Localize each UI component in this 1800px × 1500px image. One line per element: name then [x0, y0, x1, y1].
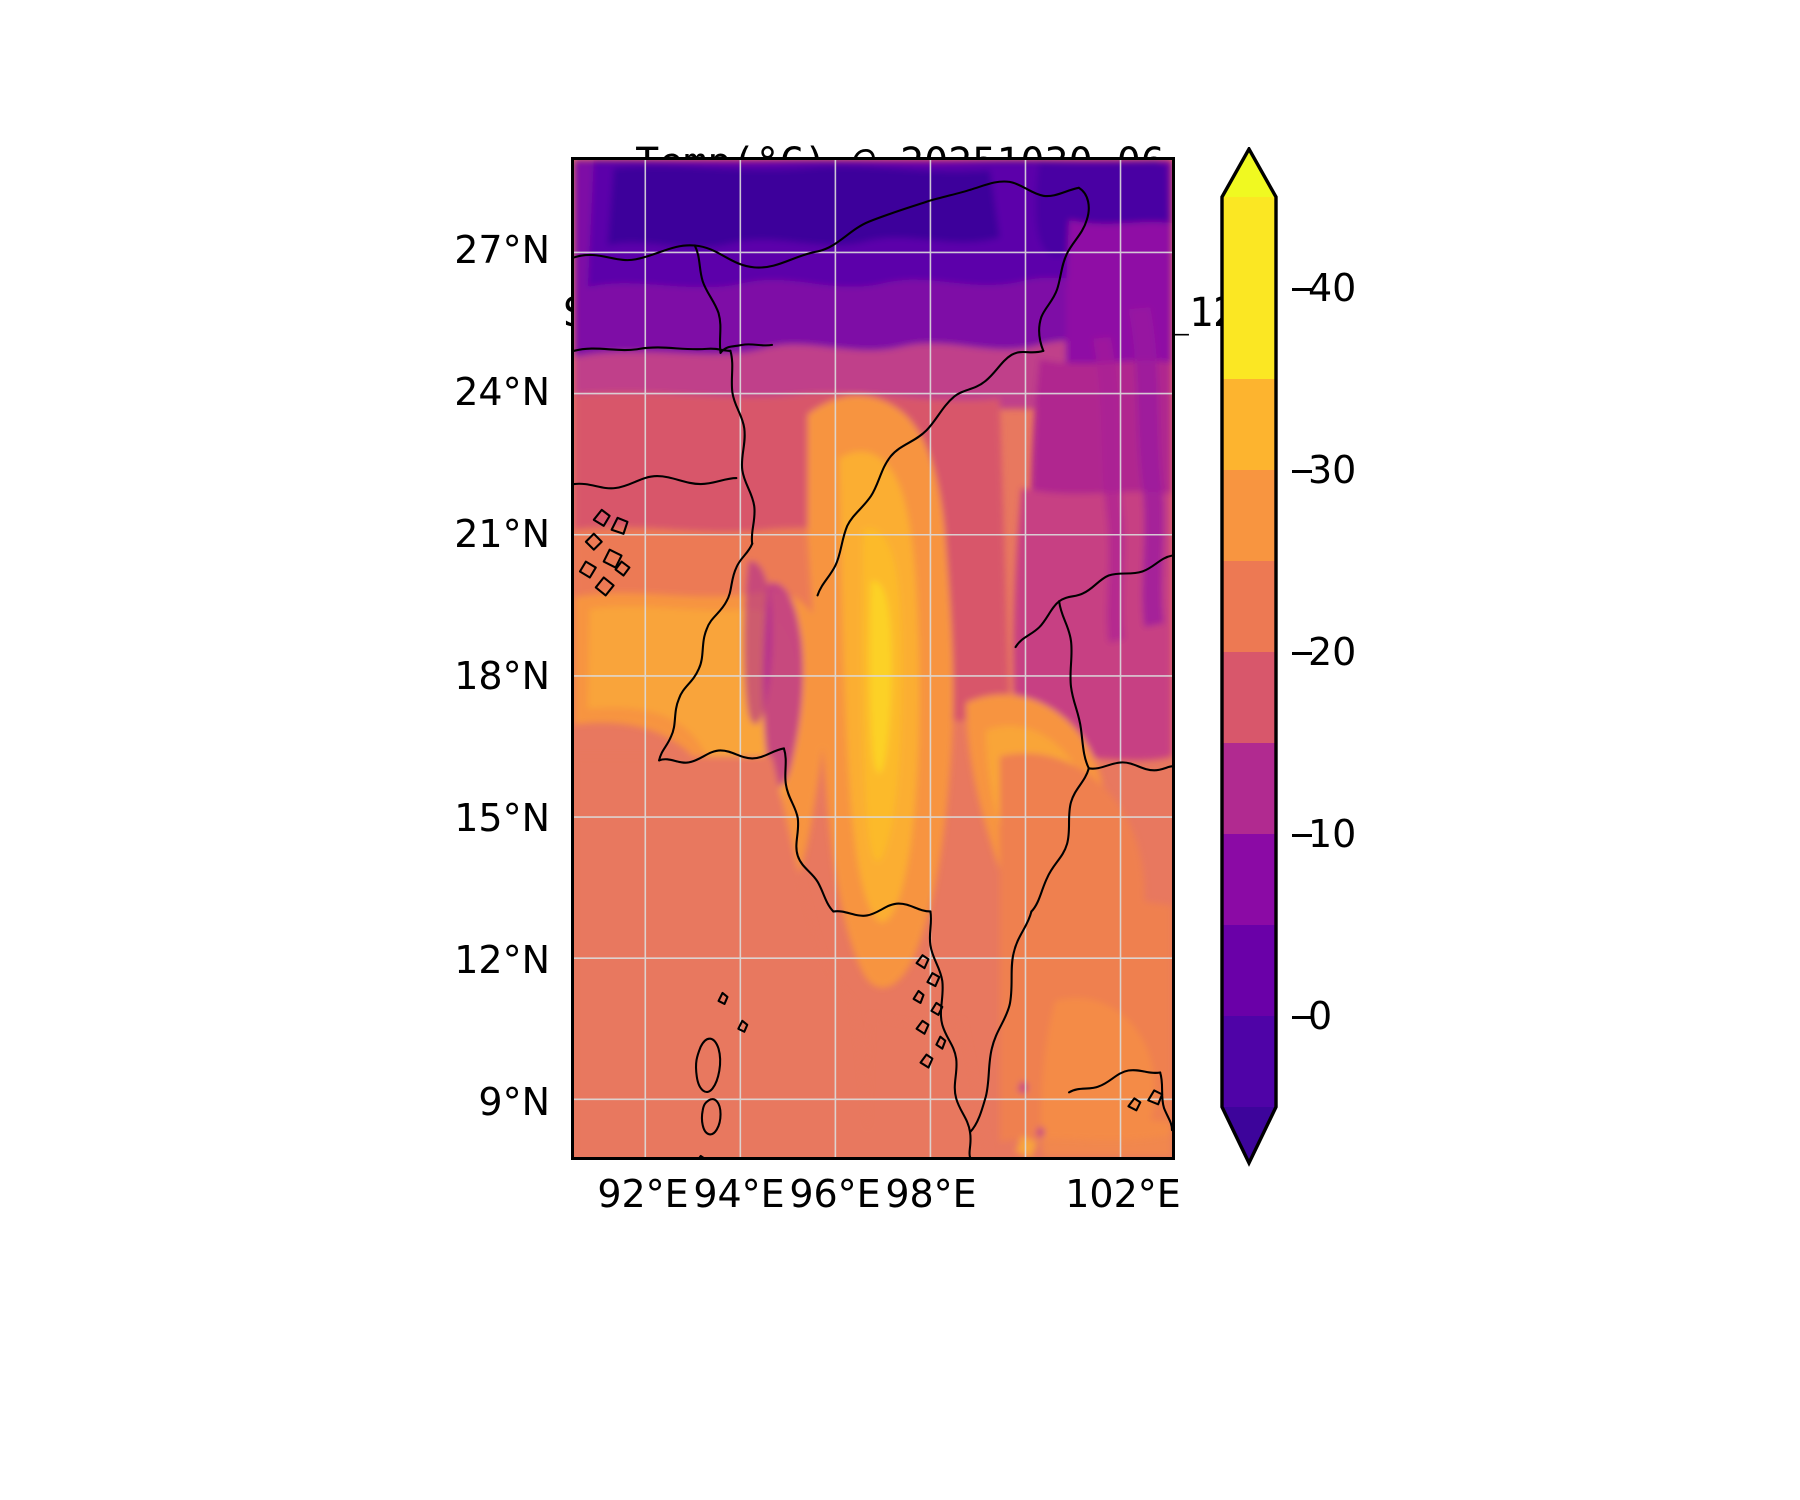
colorbar-tickmark-20: [1292, 652, 1312, 655]
colorbar-tick-label-30: 30: [1308, 448, 1357, 492]
x-tick-label-98e: 98°E: [885, 1172, 977, 1216]
colorbar-gradient: [1220, 147, 1278, 1167]
y-tick-label-21n: 21°N: [454, 512, 550, 556]
colorbar-extend-bottom: [1222, 1107, 1276, 1163]
colorbar-tickmark-10: [1292, 834, 1312, 837]
colorbar-extend-top: [1222, 149, 1276, 197]
colorbar-outline: [1220, 147, 1278, 1167]
x-tick-label-96e: 96°E: [789, 1172, 881, 1216]
x-tick-label-92e: 92°E: [597, 1172, 689, 1216]
colorbar-tickmark-0: [1292, 1016, 1312, 1019]
x-tick-label-102e: 102°E: [1065, 1172, 1181, 1216]
y-tick-label-12n: 12°N: [454, 938, 550, 982]
colorbar-tick-label-20: 20: [1308, 630, 1357, 674]
colorbar-tick-label-10: 10: [1308, 812, 1357, 856]
y-tick-label-18n: 18°N: [454, 654, 550, 698]
map-canvas: [574, 160, 1172, 1157]
x-tick-label-94e: 94°E: [693, 1172, 785, 1216]
colorbar-tickmark-30: [1292, 470, 1312, 473]
coastlines-and-borders: [574, 180, 1172, 1157]
y-tick-label-15n: 15°N: [454, 796, 550, 840]
colorbar-tick-label-40: 40: [1308, 266, 1357, 310]
y-tick-label-9n: 9°N: [478, 1080, 550, 1124]
y-tick-label-24n: 24°N: [454, 370, 550, 414]
colorbar-tick-label-0: 0: [1308, 994, 1333, 1038]
colorbar-tickmark-40: [1292, 288, 1312, 291]
map-axes: [571, 157, 1175, 1160]
y-tick-label-27n: 27°N: [454, 228, 550, 272]
map-gridlines: [574, 160, 1172, 1157]
colorbar: 40 30 20 10 0: [1220, 147, 1356, 1167]
colorbar-bands: [1222, 197, 1276, 1107]
temperature-field: [574, 160, 1172, 1157]
